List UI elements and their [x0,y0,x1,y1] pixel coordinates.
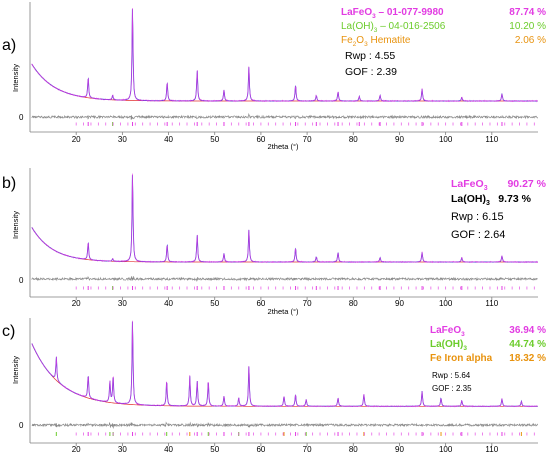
panel-a-plot [31,8,539,126]
panel-a-gof: GOF : 2.39 [345,66,397,78]
panel-c-gof: GOF : 2.35 [432,384,472,393]
x-tick-label: 30 [118,445,127,454]
panel-a-legend-laoh3: La(OH)3 – 04-016-2506 [341,21,446,34]
panel-c-label: c) [2,323,15,340]
x-tick-label: 40 [164,135,173,144]
panel-c-zero-label: 0 [19,421,24,430]
x-tick-label: 30 [118,135,127,144]
x-tick-label: 40 [164,445,173,454]
panel-b-zero-label: 0 [19,276,24,285]
panel-a-rwp: Rwp : 4.55 [345,50,395,62]
panel-c-x-ticks: 20 30 40 50 60 70 80 90 100 110 [72,443,499,454]
x-tick-label: 80 [349,445,358,454]
calculated-pattern [31,9,538,102]
panel-b-legend-lafeo3-value: 90.27 % [507,178,546,190]
panel-a-legend-hematite-value: 2.06 % [515,35,546,46]
x-tick-label: 100 [439,299,453,308]
panel-c-rwp: Rwp : 5.64 [432,371,471,380]
observed-pattern [31,173,539,264]
panel-b-gof: GOF : 2.64 [451,229,505,241]
panel-c-legend-fe-alpha: Fe Iron alpha [430,353,493,364]
panel-c-legend-laoh3: La(OH)3 [430,339,467,352]
x-tick-label: 60 [256,135,265,144]
panel-b-xlabel: 2theta (°) [268,307,299,316]
panel-c-legend: LaFeO3 36.94 % La(OH)3 44.74 % Fe Iron a… [430,325,546,393]
difference-curve [31,421,539,430]
panel-b: b) Intensity 0 20 30 40 50 60 70 80 90 100 110 2t… [2,168,547,316]
x-tick-label: 30 [118,299,127,308]
panel-b-rwp: Rwp : 6.15 [451,211,504,223]
x-tick-label: 70 [303,445,312,454]
panel-a-legend: LaFeO3 – 01-077-9980 87.74 % La(OH)3 – 0… [341,7,546,78]
panel-b-label: b) [2,175,16,192]
difference-curve [31,112,539,120]
panel-b-ylabel: Intensity [11,211,20,239]
panel-b-x-ticks: 20 30 40 50 60 70 80 90 100 110 [72,297,499,308]
x-tick-label: 90 [395,445,404,454]
panel-a-ylabel: Intensity [11,64,20,92]
difference-curve [31,276,538,282]
x-tick-label: 60 [256,299,265,308]
x-tick-label: 110 [485,445,498,454]
x-tick-label: 100 [439,135,453,144]
panel-c-plot [31,320,539,436]
x-tick-label: 20 [72,445,81,454]
x-tick-label: 60 [256,445,265,454]
panel-c-legend-fe-alpha-value: 18.32 % [509,353,546,364]
observed-pattern [31,320,538,408]
observed-pattern [31,8,538,103]
panel-b-legend: LaFeO3 90.27 % La(OH)3 9.73 % Rwp : 6.15… [451,178,547,241]
panel-c-ylabel: Intensity [11,356,20,384]
x-tick-label: 110 [485,135,498,144]
panel-a: a) Intensity 0 20 30 40 50 60 70 80 90 100 110 2t… [2,2,546,151]
background-curve [31,63,538,102]
x-tick-label: 110 [485,299,498,308]
x-tick-label: 70 [303,135,312,144]
x-tick-label: 90 [395,135,404,144]
panel-c-legend-lafeo3: LaFeO3 [430,325,465,338]
x-tick-label: 90 [395,299,404,308]
x-tick-label: 50 [210,445,219,454]
panel-a-legend-hematite: Fe2O3 Hematite [341,35,411,48]
x-tick-label: 40 [164,299,173,308]
x-tick-label: 80 [349,299,358,308]
x-tick-label: 20 [72,299,81,308]
x-tick-label: 50 [210,135,219,144]
panel-a-xlabel: 2theta (°) [268,142,299,151]
panel-a-x-ticks: 20 30 40 50 60 70 80 90 100 110 [72,132,499,144]
panel-a-zero-label: 0 [19,113,24,122]
panel-b-legend-lafeo3: LaFeO3 [451,178,488,192]
panel-b-legend-laoh3-value: 9.73 % [498,193,531,205]
x-tick-label: 20 [72,135,81,144]
panel-a-label: a) [2,37,16,54]
x-tick-label: 80 [349,135,358,144]
x-tick-label: 100 [439,445,453,454]
panel-c-legend-lafeo3-value: 36.94 % [509,325,546,336]
x-tick-label: 70 [303,299,312,308]
x-tick-label: 50 [210,299,219,308]
panel-c: c) Intensity 0 20 30 40 50 60 70 80 90 100 110 La… [2,318,546,454]
panel-a-legend-lafeo3-value: 87.74 % [509,7,546,18]
panel-b-legend-laoh3: La(OH)3 [451,193,490,207]
panel-b-plot [31,173,539,290]
panel-c-legend-laoh3-value: 44.74 % [509,339,546,350]
panel-a-legend-laoh3-value: 10.20 % [509,21,546,32]
panel-a-legend-lafeo3: LaFeO3 – 01-077-9980 [341,7,444,20]
